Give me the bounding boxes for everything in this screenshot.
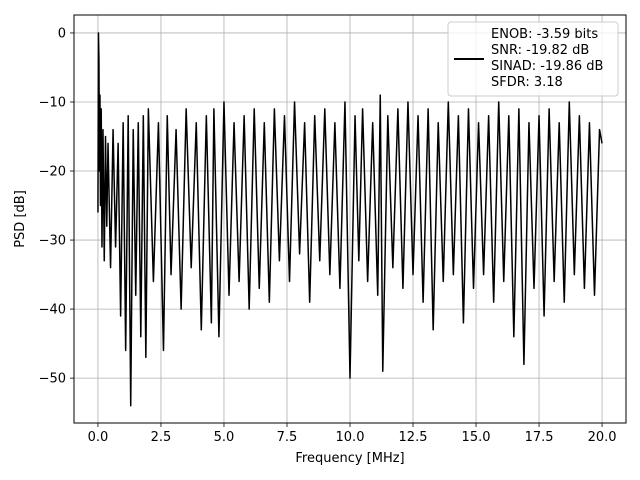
x-tick-label: 17.5	[525, 430, 554, 445]
y-axis-label: PSD [dB]	[13, 190, 28, 248]
psd-series-line	[97, 32, 603, 407]
x-tick-label: 0.0	[88, 430, 109, 445]
y-tick-label: −10	[39, 95, 66, 110]
legend: ENOB: -3.59 bits SNR: -19.82 dB SINAD: -…	[447, 21, 619, 97]
legend-entry-sfdr: SFDR: 3.18	[491, 75, 563, 90]
y-tick-label: −50	[39, 372, 66, 387]
y-tick-label: 0	[58, 26, 66, 41]
x-axis-label: Frequency [MHz]	[295, 451, 404, 466]
x-tick-label: 2.5	[151, 430, 172, 445]
y-tick-label: −40	[39, 303, 66, 318]
x-tick-label: 20.0	[588, 430, 617, 445]
legend-entry-sinad: SINAD: -19.86 dB	[491, 59, 603, 74]
y-tick-label: −20	[39, 165, 66, 180]
x-tick-label: 7.5	[277, 430, 298, 445]
y-tick-label: −30	[39, 234, 66, 249]
legend-box	[447, 21, 619, 97]
x-tick-label: 5.0	[214, 430, 235, 445]
x-tick-label: 15.0	[462, 430, 491, 445]
legend-entry-enob: ENOB: -3.59 bits	[491, 27, 598, 42]
plot-area	[97, 32, 603, 407]
legend-entry-snr: SNR: -19.82 dB	[491, 43, 589, 58]
axis-ticks: 0.0 2.5 5.0 7.5 10.0 12.5 15.0 17.5 20.0 0 −10 −20 −…	[39, 26, 617, 445]
x-tick-label: 10.0	[336, 430, 365, 445]
x-tick-label: 12.5	[399, 430, 428, 445]
